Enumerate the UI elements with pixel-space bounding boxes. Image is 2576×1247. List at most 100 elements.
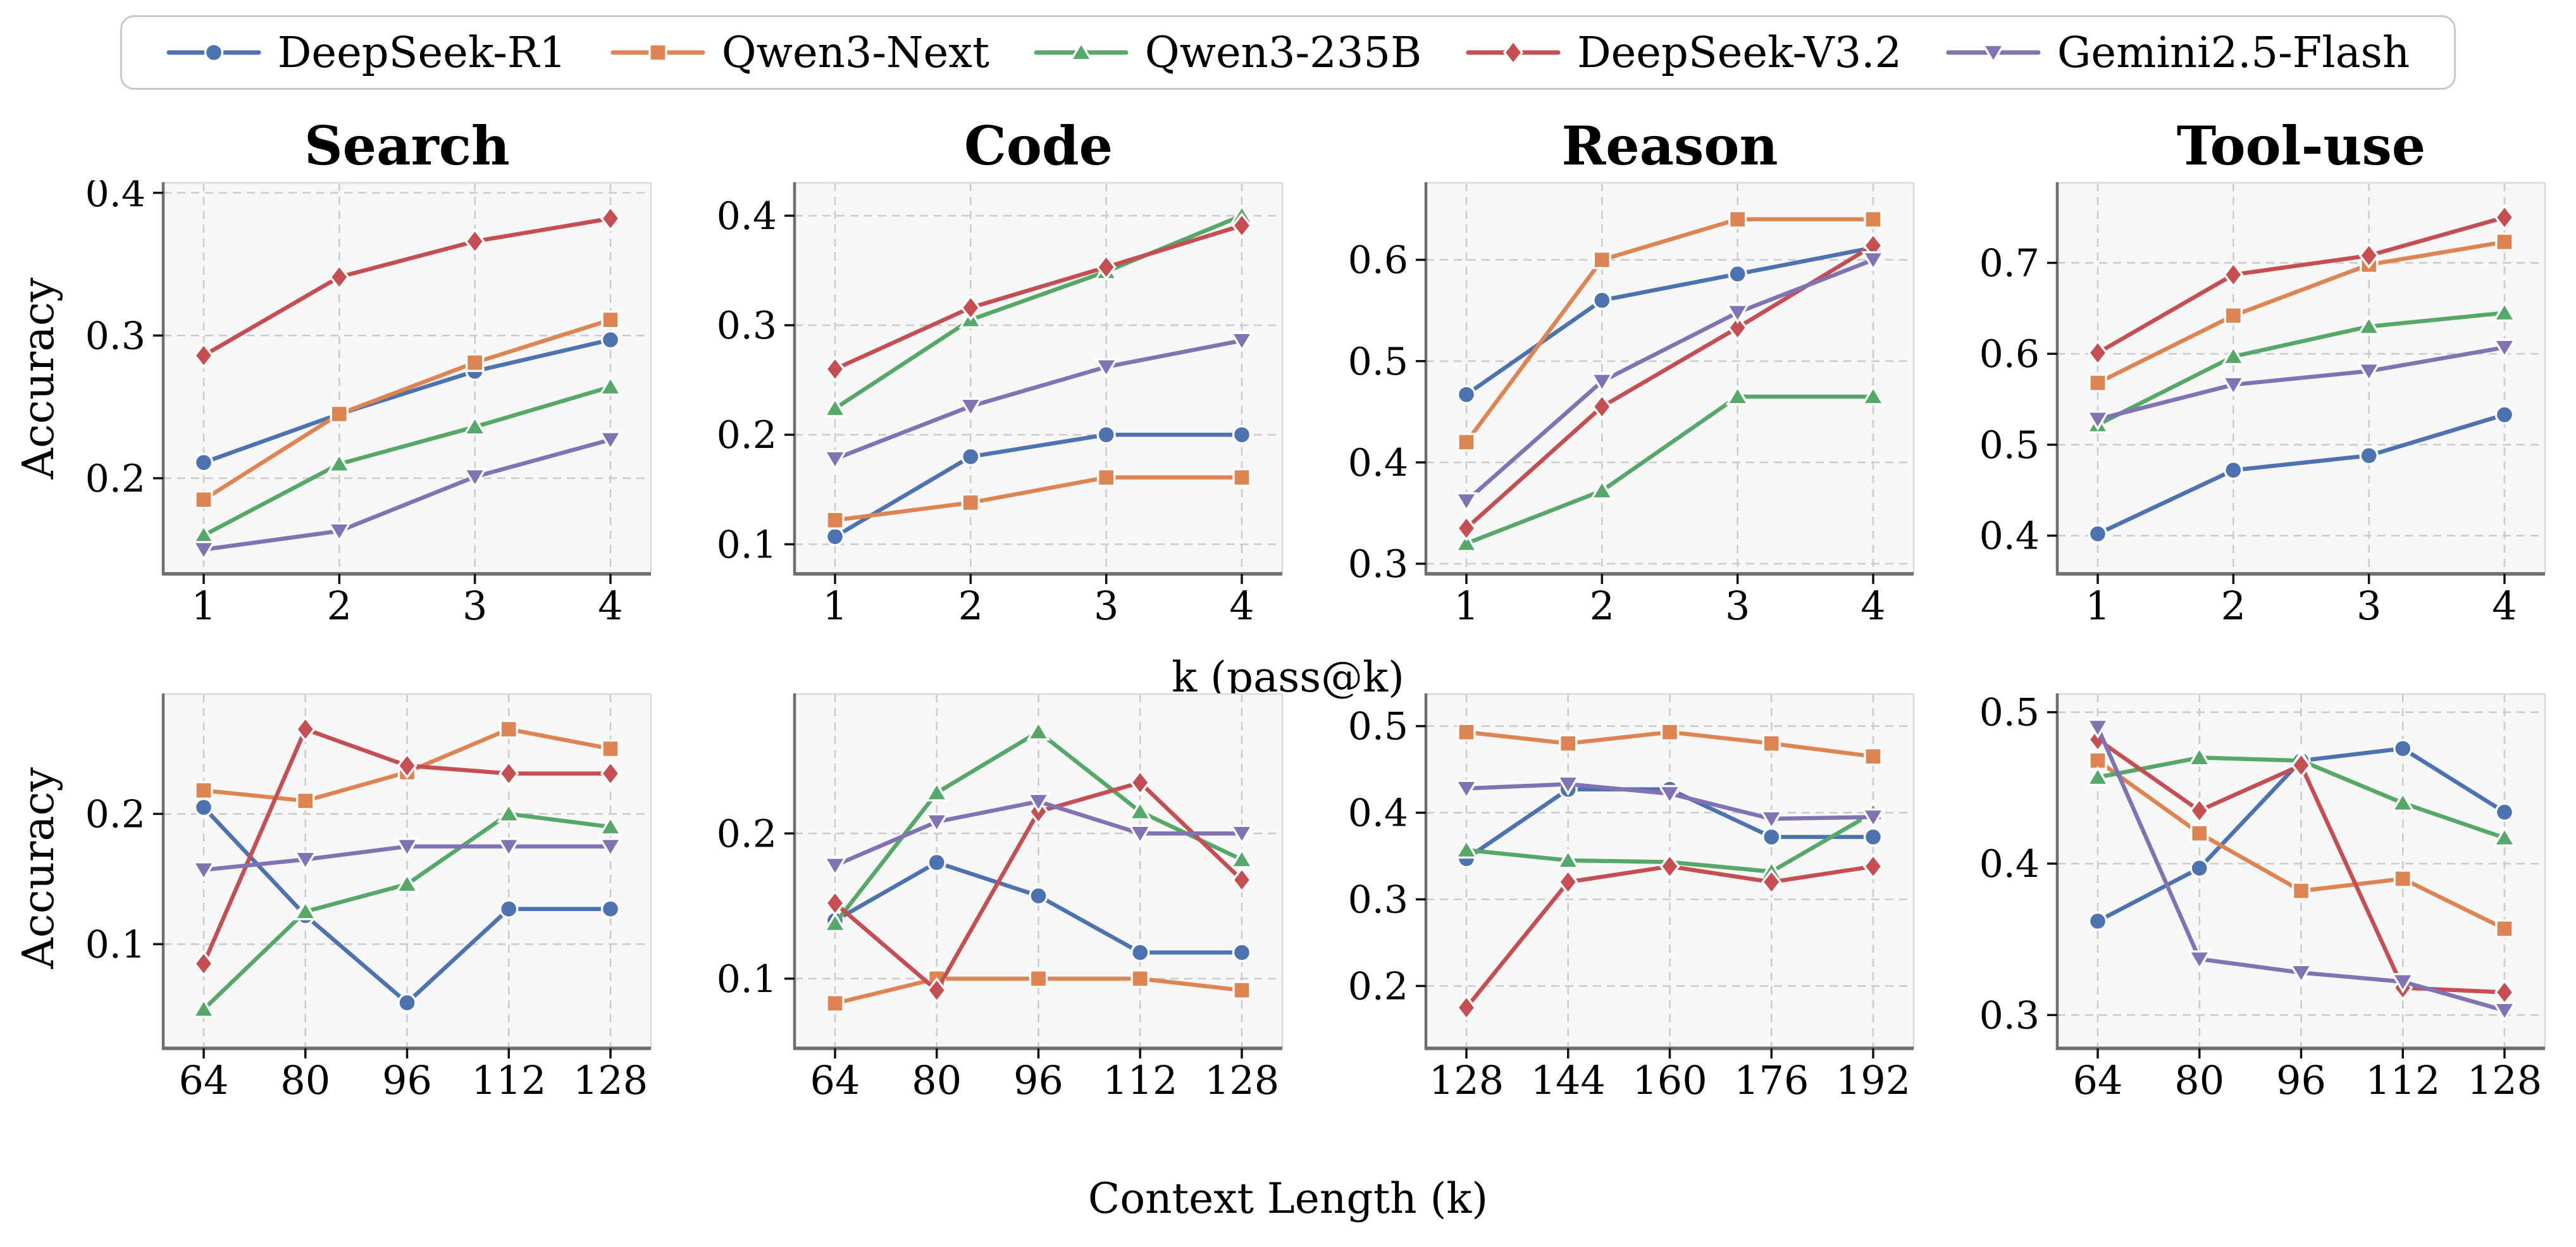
svg-text:64: 64 (179, 1057, 229, 1101)
svg-text:0.2: 0.2 (87, 457, 146, 501)
svg-text:0.4: 0.4 (1350, 441, 1408, 485)
subplot-title-tool-use: Tool-use (2176, 115, 2426, 177)
tooluse-passk-chart: 0.4 0.5 0.6 0.7 1 2 3 4 (1981, 182, 2546, 629)
svg-text:128: 128 (573, 1057, 648, 1101)
svg-text:160: 160 (1632, 1057, 1707, 1101)
subplot-search-passk: Search 0.2 0.3 0.4 1 2 3 4 (87, 117, 653, 642)
svg-text:0.2: 0.2 (719, 812, 777, 856)
svg-text:80: 80 (912, 1057, 962, 1101)
svg-text:112: 112 (471, 1057, 546, 1101)
search-passk-chart: 0.2 0.3 0.4 1 2 3 4 (87, 180, 652, 629)
code-context-chart: 0.1 0.2 64 80 96 112 128 (719, 693, 1284, 1101)
svg-text:4: 4 (2492, 583, 2517, 629)
svg-text:0.4: 0.4 (1981, 514, 2040, 559)
search-context-chart: 0.1 0.2 64 80 96 112 128 (87, 693, 652, 1101)
legend-label: Gemini2.5-Flash (2057, 27, 2410, 77)
triangle-up-marker-icon (1034, 40, 1129, 61)
svg-text:96: 96 (1013, 1057, 1063, 1101)
legend: DeepSeek-R1 Qwen3-Next Qwen3-235B DeepSe… (120, 15, 2456, 90)
svg-text:1: 1 (1454, 583, 1478, 629)
svg-text:4: 4 (598, 583, 622, 629)
svg-text:0.3: 0.3 (719, 304, 777, 348)
svg-text:112: 112 (2365, 1057, 2440, 1101)
svg-text:0.6: 0.6 (1981, 332, 2040, 376)
svg-text:128: 128 (1429, 1057, 1504, 1101)
svg-text:0.3: 0.3 (1981, 993, 2040, 1038)
svg-text:4: 4 (1229, 583, 1254, 629)
svg-text:0.7: 0.7 (1981, 241, 2040, 285)
y-axis-label-top-row: Accuracy (14, 277, 64, 480)
svg-text:1: 1 (191, 583, 216, 629)
svg-text:80: 80 (2174, 1057, 2224, 1101)
legend-item-gemini25-flash: Gemini2.5-Flash (1946, 27, 2410, 77)
svg-text:176: 176 (1734, 1057, 1809, 1101)
svg-text:3: 3 (1725, 583, 1750, 629)
svg-text:4: 4 (1861, 583, 1885, 629)
reason-context-chart: 0.2 0.3 0.4 0.5 128 144 160 176 192 (1350, 693, 1915, 1101)
svg-text:2: 2 (327, 583, 352, 629)
svg-text:3: 3 (462, 583, 487, 629)
svg-text:0.3: 0.3 (1350, 878, 1408, 922)
circle-marker-icon (166, 42, 261, 63)
svg-text:80: 80 (280, 1057, 330, 1101)
legend-label: Qwen3-Next (721, 27, 990, 77)
subplot-code-passk: Code 0.1 0.2 0.3 0.4 1 2 3 4 (719, 117, 1285, 642)
svg-text:0.6: 0.6 (1350, 239, 1408, 283)
svg-text:64: 64 (2073, 1057, 2123, 1101)
svg-text:0.3: 0.3 (87, 314, 146, 358)
svg-text:0.2: 0.2 (87, 792, 146, 836)
svg-text:96: 96 (382, 1057, 432, 1101)
svg-text:0.5: 0.5 (1350, 705, 1408, 749)
legend-item-qwen3-235b: Qwen3-235B (1034, 27, 1422, 77)
legend-label: Qwen3-235B (1144, 27, 1422, 77)
svg-text:128: 128 (1204, 1057, 1279, 1101)
legend-item-qwen3-next: Qwen3-Next (610, 27, 990, 77)
svg-text:0.4: 0.4 (1350, 791, 1408, 836)
svg-text:1: 1 (822, 583, 847, 629)
svg-text:0.4: 0.4 (719, 194, 777, 239)
legend-item-deepseek-r1: DeepSeek-R1 (166, 27, 566, 77)
diamond-marker-icon (1466, 39, 1561, 66)
svg-text:3: 3 (2356, 583, 2381, 629)
svg-text:0.1: 0.1 (719, 957, 777, 1002)
svg-text:0.5: 0.5 (1350, 340, 1408, 384)
triangle-down-marker-icon (1946, 44, 2041, 65)
svg-text:2: 2 (1590, 583, 1614, 629)
subplot-title-code: Code (963, 115, 1113, 177)
svg-text:2: 2 (2221, 583, 2246, 629)
subplot-title-search: Search (304, 115, 510, 177)
x-axis-label-bottom-row: Context Length (k) (1087, 1174, 1489, 1223)
svg-text:0.5: 0.5 (1981, 423, 2040, 468)
legend-label: DeepSeek-V3.2 (1576, 27, 1902, 77)
svg-text:112: 112 (1103, 1057, 1177, 1101)
y-axis-label-bottom-row: Accuracy (14, 767, 64, 969)
legend-label: DeepSeek-R1 (277, 27, 566, 77)
subplot-tooluse-context: 0.3 0.4 0.5 64 80 96 112 128 (1981, 692, 2548, 1109)
svg-text:0.1: 0.1 (87, 922, 146, 967)
svg-text:0.4: 0.4 (87, 180, 146, 216)
svg-text:0.3: 0.3 (1350, 542, 1408, 586)
svg-text:0.4: 0.4 (1981, 842, 2040, 886)
svg-text:96: 96 (2276, 1057, 2326, 1101)
subplot-reason-context: 0.2 0.3 0.4 0.5 128 144 160 176 192 (1350, 692, 1916, 1109)
svg-text:2: 2 (958, 583, 983, 629)
svg-text:0.2: 0.2 (719, 413, 777, 457)
code-passk-chart: 0.1 0.2 0.3 0.4 1 2 3 4 (719, 182, 1284, 629)
subplot-title-reason: Reason (1561, 115, 1778, 177)
subplot-code-context: 0.1 0.2 64 80 96 112 128 (719, 692, 1285, 1109)
subplot-reason-passk: Reason 0.3 0.4 0.5 0.6 1 2 3 4 (1350, 117, 1916, 642)
reason-passk-chart: 0.3 0.4 0.5 0.6 1 2 3 4 (1350, 182, 1915, 629)
tooluse-context-chart: 0.3 0.4 0.5 64 80 96 112 128 (1981, 692, 2546, 1101)
svg-text:0.1: 0.1 (719, 523, 777, 567)
svg-text:144: 144 (1531, 1057, 1606, 1101)
subplot-tooluse-passk: Tool-use 0.4 0.5 0.6 0.7 1 2 3 4 (1981, 117, 2548, 642)
svg-text:0.2: 0.2 (1350, 964, 1408, 1008)
legend-item-deepseek-v32: DeepSeek-V3.2 (1466, 27, 1902, 77)
svg-text:0.5: 0.5 (1981, 692, 2040, 735)
svg-text:1: 1 (2085, 583, 2110, 629)
subplot-search-context: 0.1 0.2 64 80 96 112 128 (87, 692, 653, 1109)
square-marker-icon (610, 43, 705, 62)
svg-text:3: 3 (1094, 583, 1118, 629)
svg-text:128: 128 (2467, 1057, 2542, 1101)
